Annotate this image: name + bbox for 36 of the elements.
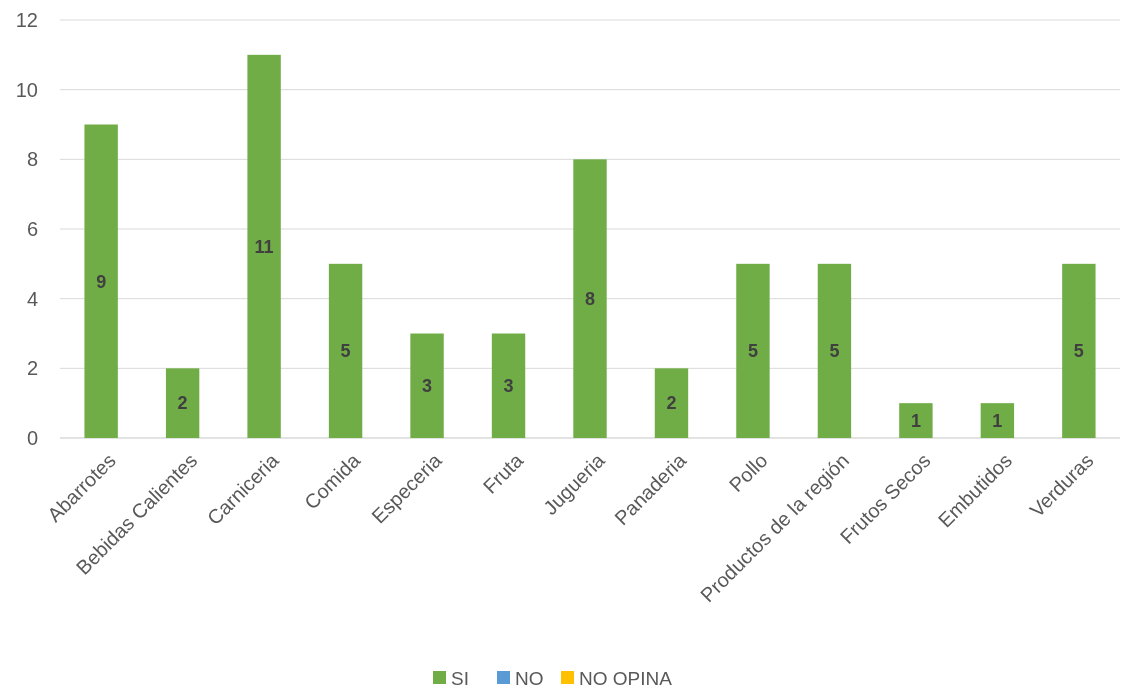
y-tick-label: 2: [26, 357, 38, 380]
data-label: 5: [340, 341, 351, 362]
data-label: 1: [910, 410, 921, 431]
y-tick-label: 4: [26, 287, 38, 310]
bar: [736, 263, 770, 438]
data-label: 1: [992, 410, 1003, 431]
data-label: 3: [422, 376, 433, 397]
data-label: 5: [829, 341, 840, 362]
data-label: 5: [1073, 341, 1084, 362]
bar: [573, 159, 607, 438]
data-label: 2: [177, 393, 188, 414]
bar: [247, 54, 281, 438]
bar: [84, 124, 118, 438]
y-tick-label: 0: [26, 427, 38, 449]
bar: [491, 333, 526, 438]
bar: [328, 263, 363, 438]
data-label: 2: [666, 393, 677, 414]
bar: [980, 403, 1015, 438]
y-tick-label: 10: [15, 78, 38, 101]
bar: [817, 263, 852, 438]
bar: [165, 368, 200, 438]
data-label: 5: [747, 341, 758, 362]
bar: [899, 403, 933, 438]
y-tick-label: 8: [26, 148, 38, 171]
data-label: 9: [96, 271, 107, 292]
data-label: 8: [584, 288, 596, 309]
data-label: 11: [254, 236, 274, 257]
y-tick-label: 6: [26, 218, 38, 240]
bar: [410, 333, 444, 438]
bar: [654, 368, 689, 438]
bar: [1062, 263, 1096, 438]
y-tick-label: 12: [15, 9, 38, 31]
legend-label: NO OPINA: [579, 667, 673, 689]
legend-label: NO: [515, 667, 544, 689]
legend-label: SI: [451, 667, 469, 689]
data-label: 3: [503, 376, 514, 397]
